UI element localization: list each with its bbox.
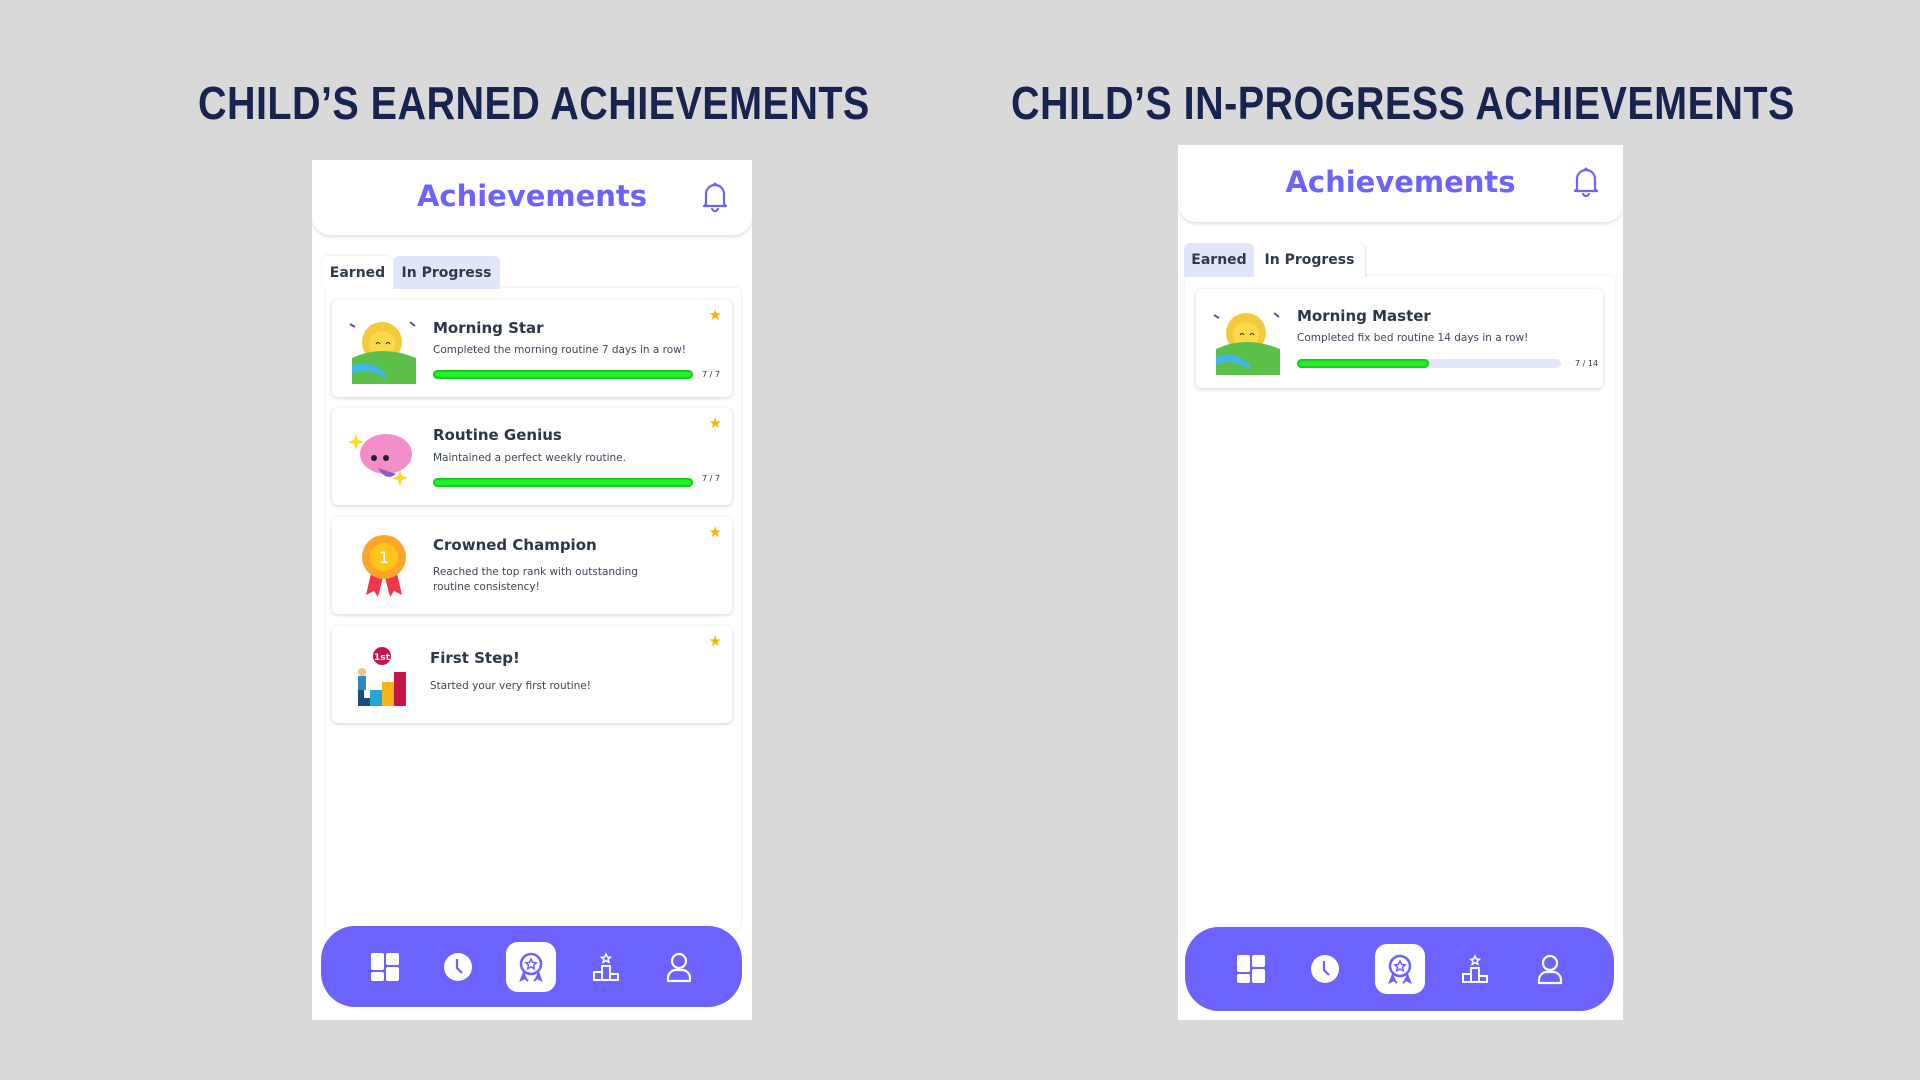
medal-number: 1 xyxy=(379,548,389,567)
tab-in-progress[interactable]: In Progress xyxy=(393,256,500,289)
progress-count: 7 / 7 xyxy=(702,370,720,379)
sun-field-icon xyxy=(1213,312,1280,375)
bell-icon[interactable] xyxy=(1571,165,1601,197)
medal-icon: 1 xyxy=(362,535,406,597)
achievement-card[interactable]: Morning Star Completed the morning routi… xyxy=(332,300,732,397)
in-progress-heading: CHILD’S IN-PROGRESS ACHIEVEMENTS xyxy=(1011,77,1795,129)
nav-profile[interactable] xyxy=(1525,944,1575,994)
star-icon: ★ xyxy=(708,523,722,541)
nav-leaderboard[interactable] xyxy=(581,942,631,992)
tab-earned[interactable]: Earned xyxy=(322,256,393,289)
profile-icon xyxy=(666,952,692,982)
brain-icon xyxy=(348,434,412,486)
card-title: Crowned Champion xyxy=(433,536,597,554)
svg-text:1st: 1st xyxy=(374,653,391,663)
achievement-card[interactable]: Morning Master Completed fix bed routine… xyxy=(1196,289,1603,388)
progress-count: 7 / 14 xyxy=(1575,359,1599,368)
profile-icon xyxy=(1537,954,1563,985)
dashboard-icon xyxy=(1237,955,1265,983)
earned-heading: CHILD’S EARNED ACHIEVEMENTS xyxy=(198,77,870,129)
star-icon: ★ xyxy=(708,632,722,650)
app-header: Achievements xyxy=(312,160,752,235)
page-title: Achievements xyxy=(1285,165,1516,199)
tab-earned[interactable]: Earned xyxy=(1184,243,1254,277)
tab-in-progress[interactable]: In Progress xyxy=(1254,243,1365,277)
card-title: Morning Star xyxy=(433,319,544,337)
star-icon: ★ xyxy=(708,414,722,432)
nav-leaderboard[interactable] xyxy=(1450,944,1500,994)
nav-dashboard[interactable] xyxy=(1226,944,1276,994)
nav-dashboard[interactable] xyxy=(360,942,410,992)
card-description: Started your very first routine! xyxy=(430,680,591,692)
page-title: Achievements xyxy=(416,179,648,213)
nav-profile[interactable] xyxy=(654,942,704,992)
card-description: Maintained a perfect weekly routine. xyxy=(433,452,626,464)
dashboard-icon xyxy=(371,952,399,981)
nav-achievements[interactable] xyxy=(1375,944,1425,994)
achievement-card[interactable]: 1 Crowned Champion Reached the top rank … xyxy=(332,517,732,614)
nav-clock[interactable] xyxy=(433,942,483,992)
bell-icon[interactable] xyxy=(700,180,730,212)
achievement-icon xyxy=(519,952,543,982)
in-progress-phone-screen: Achievements Earned In Progress Morning … xyxy=(1178,145,1623,1020)
card-title: Morning Master xyxy=(1297,307,1431,325)
achievement-icon xyxy=(1388,954,1412,985)
card-description: Reached the top rank with outstanding ro… xyxy=(433,566,638,593)
clock-icon xyxy=(444,952,472,981)
progress-bar xyxy=(1297,359,1561,368)
achievement-card[interactable]: 1st First Step! Started your very first … xyxy=(332,626,732,723)
leaderboard-icon xyxy=(593,951,619,981)
bottom-nav xyxy=(1185,927,1614,1011)
bottom-nav xyxy=(321,926,742,1007)
first-step-icon: 1st xyxy=(358,647,406,706)
nav-achievements[interactable] xyxy=(506,941,556,992)
card-description: Completed fix bed routine 14 days in a r… xyxy=(1297,332,1529,344)
sun-field-icon xyxy=(349,321,416,384)
leaderboard-icon xyxy=(1462,954,1488,983)
star-icon: ★ xyxy=(708,306,722,324)
app-header: Achievements xyxy=(1178,145,1623,222)
card-title: First Step! xyxy=(430,649,520,667)
card-title: Routine Genius xyxy=(433,426,562,444)
nav-clock[interactable] xyxy=(1300,944,1350,994)
progress-count: 7 / 7 xyxy=(702,474,720,483)
progress-bar xyxy=(433,478,693,487)
achievement-card[interactable]: Routine Genius Maintained a perfect week… xyxy=(332,408,732,505)
earned-phone-screen: Achievements Earned In Progress Morning … xyxy=(312,160,752,1020)
card-description: Completed the morning routine 7 days in … xyxy=(433,344,686,356)
progress-bar xyxy=(433,370,693,379)
clock-icon xyxy=(1311,955,1339,983)
